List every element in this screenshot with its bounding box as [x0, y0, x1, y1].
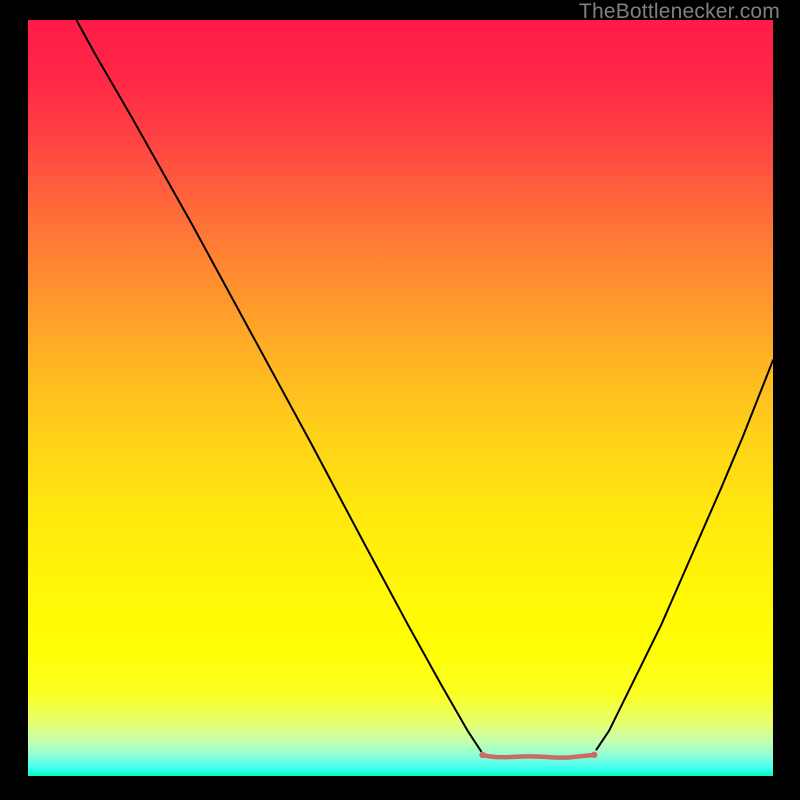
chart-root: TheBottlenecker.com: [0, 0, 800, 800]
watermark-link[interactable]: TheBottlenecker.com: [579, 0, 780, 24]
plot-area: [28, 20, 773, 776]
curve-layer: [28, 20, 773, 776]
